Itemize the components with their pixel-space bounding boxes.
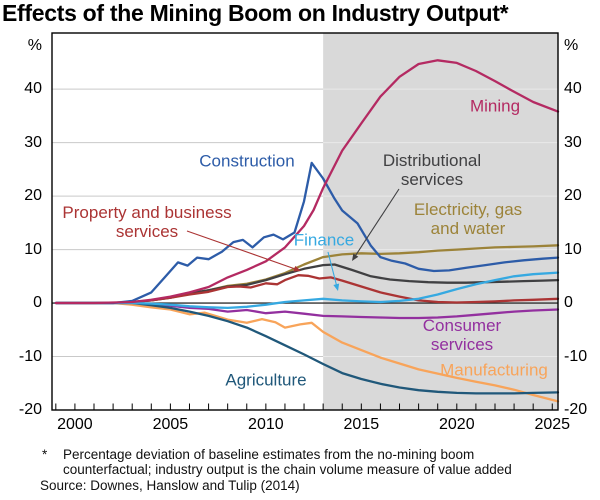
annotation-arrowhead-2 xyxy=(333,283,340,291)
series-line-property-and-business-services xyxy=(54,274,560,305)
x-tick-label-2000: 2000 xyxy=(57,416,93,433)
series-line-consumer-services xyxy=(54,301,560,320)
x-tick-label-2020: 2020 xyxy=(439,416,475,433)
y-tick-label-right-0: 0 xyxy=(564,294,573,312)
x-tick-label-2010: 2010 xyxy=(248,416,284,433)
annotation-arrowhead-1 xyxy=(352,253,359,261)
series-label-finance: Finance xyxy=(293,230,355,250)
y-tick-label-right--20: -20 xyxy=(564,401,588,418)
annotation-arrow-line-0 xyxy=(186,230,297,270)
series-label-agriculture: Agriculture xyxy=(225,370,307,390)
plot-frame xyxy=(51,32,559,411)
series-label-electricity-gas-and-water: Electricity, gas and water xyxy=(413,199,523,238)
y-axis-unit-left: % xyxy=(27,37,42,54)
footnote-line-1: Percentage deviation of baseline estimat… xyxy=(63,447,475,462)
annotation-arrow-line-1 xyxy=(354,188,400,258)
y-tick-label-left-40: 40 xyxy=(24,80,42,98)
y-tick-label-right--10: -10 xyxy=(564,347,588,365)
forecast-shade-region xyxy=(323,33,558,410)
x-tick-label-2005: 2005 xyxy=(152,416,189,433)
y-tick-label-left-20: 20 xyxy=(24,187,42,205)
y-tick-label-left--20: -20 xyxy=(18,401,42,418)
y-tick-label-right-30: 30 xyxy=(564,133,582,151)
footnote-marker: * xyxy=(42,447,48,462)
y-tick-label-right-40: 40 xyxy=(564,80,582,98)
series-line-agriculture xyxy=(54,301,560,395)
series-label-manufacturing: Manufacturing xyxy=(440,360,548,380)
y-tick-label-right-10: 10 xyxy=(564,240,582,258)
series-label-consumer-services: Consumer services xyxy=(422,315,502,354)
series-line-construction xyxy=(54,161,560,305)
annotation-arrowhead-0 xyxy=(293,265,301,272)
series-label-construction: Construction xyxy=(199,151,295,171)
series-line-mining xyxy=(54,59,560,305)
annotation-arrow-line-2 xyxy=(327,251,338,287)
series-label-distributional-services: Distributional services xyxy=(382,150,482,189)
x-tick-label-2015: 2015 xyxy=(343,416,380,433)
series-line-finance xyxy=(54,271,560,310)
series-label-property-and-business-services: Property and business services xyxy=(62,202,232,241)
y-tick-label-left-30: 30 xyxy=(24,133,42,151)
footnote-line-2: counterfactual; industry output is the c… xyxy=(63,462,512,477)
x-tick-label-2025: 2025 xyxy=(534,416,571,433)
y-tick-label-right-20: 20 xyxy=(564,187,582,205)
y-tick-label-left-0: 0 xyxy=(33,294,42,312)
chart-title: Effects of the Mining Boom on Industry O… xyxy=(2,0,509,26)
y-axis-unit-right: % xyxy=(564,37,579,54)
y-tick-label-left--10: -10 xyxy=(18,347,42,365)
series-label-mining: Mining xyxy=(469,96,521,116)
y-tick-label-left-10: 10 xyxy=(24,240,42,258)
source-line: Source: Downes, Hanslow and Tulip (2014) xyxy=(40,478,300,493)
series-line-manufacturing xyxy=(54,301,560,403)
